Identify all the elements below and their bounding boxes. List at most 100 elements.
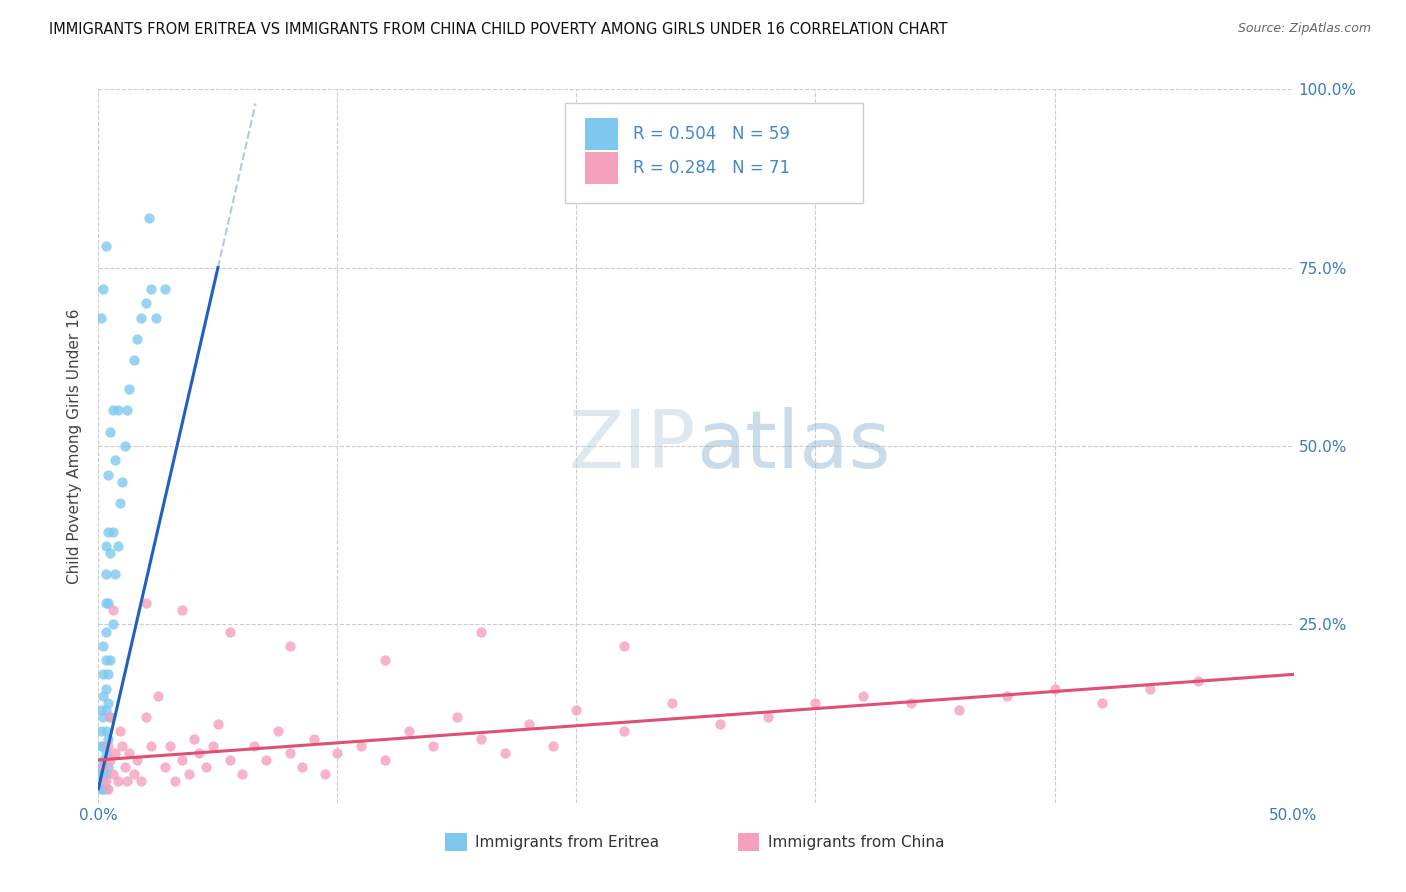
Point xyxy=(470,624,492,639)
Point xyxy=(111,739,134,753)
Point xyxy=(104,453,127,467)
Point xyxy=(97,781,120,796)
Point xyxy=(172,753,194,767)
Point xyxy=(90,767,112,781)
Point xyxy=(115,403,138,417)
Point xyxy=(104,567,127,582)
Point xyxy=(90,703,112,717)
Point xyxy=(91,282,114,296)
Point xyxy=(374,653,396,667)
Point xyxy=(94,767,117,781)
Point xyxy=(94,567,117,582)
Point xyxy=(852,689,875,703)
Bar xyxy=(585,152,619,184)
Point xyxy=(804,696,827,710)
Point xyxy=(278,639,301,653)
Point xyxy=(115,774,138,789)
Point xyxy=(155,760,177,774)
Point xyxy=(135,596,157,610)
Point xyxy=(98,425,122,439)
Point xyxy=(98,753,122,767)
Point xyxy=(470,731,492,746)
Point xyxy=(108,724,131,739)
Point xyxy=(195,760,218,774)
Point xyxy=(107,539,129,553)
Point xyxy=(90,781,112,796)
Point xyxy=(94,653,117,667)
Point xyxy=(422,739,444,753)
Bar xyxy=(446,833,467,851)
Point xyxy=(101,403,124,417)
Point xyxy=(94,774,117,789)
Point xyxy=(97,467,120,482)
Point xyxy=(91,689,114,703)
Point xyxy=(124,353,146,368)
Point xyxy=(446,710,468,724)
Point xyxy=(125,753,148,767)
Point xyxy=(90,760,112,774)
Point xyxy=(138,211,160,225)
Point xyxy=(101,603,124,617)
Point xyxy=(278,746,301,760)
Point xyxy=(254,753,277,767)
Point xyxy=(124,767,146,781)
Point xyxy=(291,760,314,774)
Point xyxy=(91,667,114,681)
Point xyxy=(163,774,186,789)
Point xyxy=(219,624,242,639)
Point xyxy=(709,717,731,731)
Point xyxy=(91,639,114,653)
Point xyxy=(398,724,420,739)
Point xyxy=(90,310,112,325)
Point xyxy=(202,739,225,753)
Point xyxy=(613,724,636,739)
Point xyxy=(125,332,148,346)
Point xyxy=(98,710,122,724)
Point xyxy=(541,739,564,753)
Point xyxy=(111,475,134,489)
Point xyxy=(1091,696,1114,710)
Point xyxy=(97,760,120,774)
Text: ZIP: ZIP xyxy=(568,407,696,485)
Point xyxy=(565,703,588,717)
Point xyxy=(118,746,141,760)
Bar xyxy=(585,118,619,150)
Point xyxy=(91,774,114,789)
Point xyxy=(94,681,117,696)
Point xyxy=(97,731,120,746)
Bar xyxy=(738,833,759,851)
Point xyxy=(94,781,117,796)
Point xyxy=(94,539,117,553)
Text: Immigrants from Eritrea: Immigrants from Eritrea xyxy=(475,835,659,849)
Point xyxy=(94,724,117,739)
Point xyxy=(107,403,129,417)
Point xyxy=(267,724,290,739)
Text: atlas: atlas xyxy=(696,407,890,485)
Point xyxy=(494,746,516,760)
Point xyxy=(114,439,136,453)
Point xyxy=(98,546,122,560)
Point xyxy=(1139,681,1161,696)
Point xyxy=(90,739,112,753)
Point xyxy=(131,310,153,325)
Text: R = 0.504   N = 59: R = 0.504 N = 59 xyxy=(633,125,790,143)
Point xyxy=(94,703,117,717)
Point xyxy=(139,282,162,296)
Point xyxy=(155,282,177,296)
Point xyxy=(118,382,141,396)
Point xyxy=(98,710,122,724)
Point xyxy=(90,724,112,739)
Point xyxy=(243,739,266,753)
Point xyxy=(91,760,114,774)
Point xyxy=(135,710,157,724)
Text: Immigrants from China: Immigrants from China xyxy=(768,835,945,849)
Text: Source: ZipAtlas.com: Source: ZipAtlas.com xyxy=(1237,22,1371,36)
Point xyxy=(374,753,396,767)
Point xyxy=(101,617,124,632)
Point xyxy=(948,703,970,717)
Point xyxy=(91,767,114,781)
Point xyxy=(995,689,1018,703)
Point xyxy=(135,296,157,310)
Point xyxy=(661,696,683,710)
Point xyxy=(94,746,117,760)
